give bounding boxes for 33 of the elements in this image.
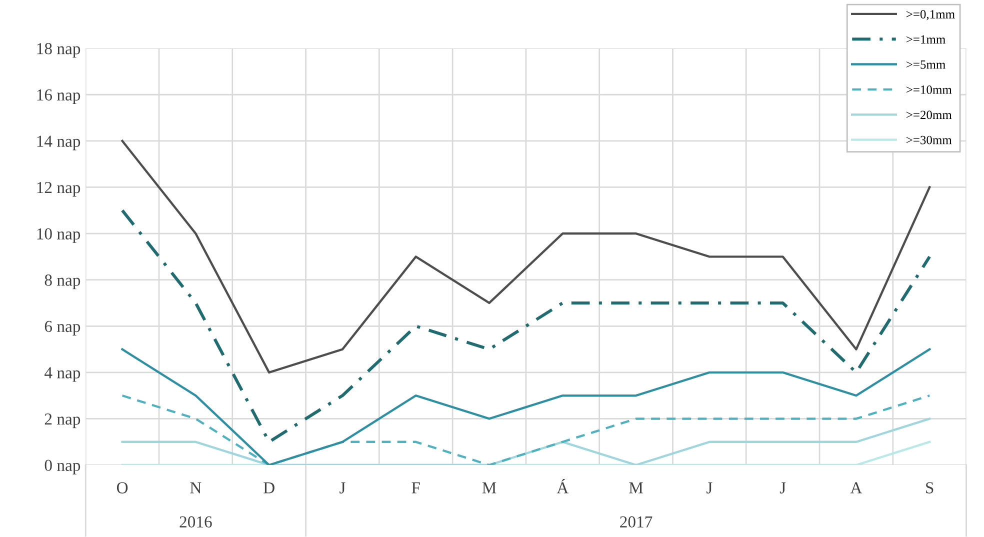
legend-label: >=0,1mm [906, 10, 955, 20]
y-tick-label: 12 nap [37, 182, 80, 197]
y-tick-label: 18 nap [37, 43, 80, 58]
line-series [121, 394, 931, 466]
x-tick-label: M [482, 482, 496, 494]
y-tick-label: 8 nap [44, 274, 80, 290]
x-tick-label: F [412, 482, 420, 494]
y-tick-label: 14 nap [37, 136, 80, 150]
y-tick-label: 16 nap [37, 89, 80, 104]
x-tick-label: N [190, 482, 202, 494]
legend-label: >=10mm [906, 86, 952, 94]
y-tick-label: 2 nap [44, 413, 80, 428]
text: 2016 [180, 516, 212, 528]
x-tick-label: O [116, 482, 128, 494]
legend-label: >=1mm [906, 35, 946, 44]
x-tick-label: A [850, 482, 862, 494]
x-tick-label: D [264, 482, 274, 494]
y-tick-label: 4 nap [44, 367, 80, 382]
line-series [120, 208, 932, 444]
legend-label: >=20mm [906, 110, 952, 120]
y-tick-label: 0 nap [44, 460, 80, 474]
x-tick-label: J [780, 482, 786, 494]
text: 2017 [620, 516, 652, 528]
line-series [121, 348, 931, 466]
y-tick-label: 10 nap [37, 228, 80, 243]
x-tick-label: Á [556, 479, 569, 494]
legend-label: >=5mm [906, 60, 946, 69]
y-tick-label: 6 nap [44, 320, 80, 336]
legend-label: >=30mm [906, 136, 952, 144]
x-tick-label: M [629, 482, 643, 494]
x-tick-label: J [706, 482, 712, 494]
x-tick-label: J [340, 482, 346, 494]
x-tick-label: S [926, 482, 934, 494]
